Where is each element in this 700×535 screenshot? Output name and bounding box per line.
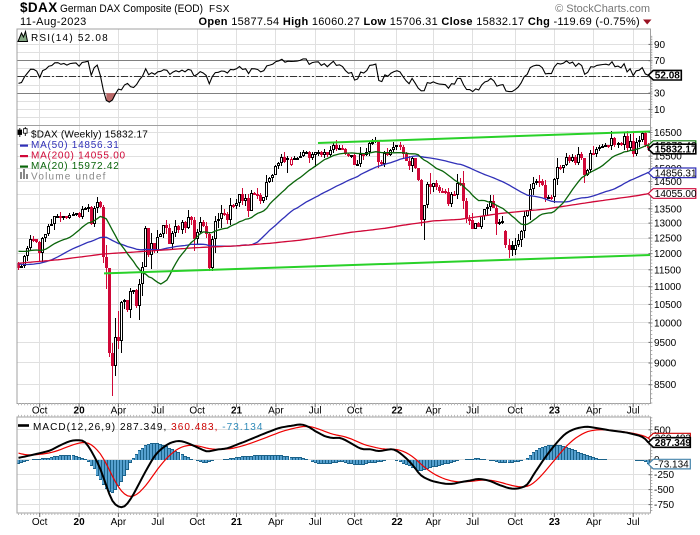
svg-text:22: 22 xyxy=(391,406,403,417)
svg-text:21: 21 xyxy=(231,406,243,417)
svg-text:11000: 11000 xyxy=(654,282,682,293)
svg-text:MA(50) 14856.31: MA(50) 14856.31 xyxy=(31,140,120,151)
svg-text:11500: 11500 xyxy=(654,265,682,276)
svg-text:Jul: Jul xyxy=(309,517,322,528)
svg-text:German DAX Composite (EOD): German DAX Composite (EOD) xyxy=(60,3,203,15)
svg-text:15832.17: 15832.17 xyxy=(655,145,697,156)
svg-text:MA(20) 15972.42: MA(20) 15972.42 xyxy=(31,161,120,172)
svg-text:20: 20 xyxy=(74,517,86,528)
svg-text:14856.31: 14856.31 xyxy=(655,168,697,179)
svg-text:MA(200) 14055.00: MA(200) 14055.00 xyxy=(31,150,126,161)
svg-text:-250: -250 xyxy=(654,470,674,481)
svg-text:21: 21 xyxy=(231,517,243,528)
svg-text:13500: 13500 xyxy=(654,204,682,215)
svg-text:23: 23 xyxy=(549,406,561,417)
svg-text:15500: 15500 xyxy=(654,152,682,163)
svg-text:Oct: Oct xyxy=(189,517,205,528)
svg-text:12000: 12000 xyxy=(654,249,682,260)
svg-text:10000: 10000 xyxy=(654,318,682,329)
svg-text:© StockCharts.com: © StockCharts.com xyxy=(555,3,650,15)
svg-text:20: 20 xyxy=(74,406,86,417)
svg-text:Jul: Jul xyxy=(151,406,164,417)
svg-text:Apr: Apr xyxy=(586,517,602,528)
svg-text:Apr: Apr xyxy=(426,406,442,417)
svg-text:287.349: 287.349 xyxy=(655,438,692,449)
svg-text:-500: -500 xyxy=(654,485,674,496)
svg-text:Oct: Oct xyxy=(507,406,523,417)
svg-text:90: 90 xyxy=(654,40,666,51)
svg-text:22: 22 xyxy=(391,517,403,528)
svg-text:Apr: Apr xyxy=(268,406,284,417)
svg-text:500: 500 xyxy=(654,425,671,436)
svg-text:Jul: Jul xyxy=(466,406,479,417)
svg-text:Apr: Apr xyxy=(268,517,284,528)
svg-text:23: 23 xyxy=(549,517,561,528)
svg-text:8500: 8500 xyxy=(654,380,677,391)
svg-text:Oct: Oct xyxy=(507,517,523,528)
svg-text:12500: 12500 xyxy=(654,234,682,245)
svg-text:30: 30 xyxy=(654,89,666,100)
svg-text:FSX: FSX xyxy=(209,4,230,15)
svg-text:10500: 10500 xyxy=(654,300,682,311)
svg-text:$DAX (Weekly) 15832.17: $DAX (Weekly) 15832.17 xyxy=(31,130,148,141)
svg-text:-73.134: -73.134 xyxy=(655,460,689,471)
svg-text:$DAX: $DAX xyxy=(20,0,58,15)
svg-text:Apr: Apr xyxy=(111,406,127,417)
svg-text:Jul: Jul xyxy=(151,517,164,528)
svg-text:Volume undef: Volume undef xyxy=(31,171,107,182)
svg-text:RSI(14) 52.08: RSI(14) 52.08 xyxy=(31,33,109,44)
svg-text:Apr: Apr xyxy=(111,517,127,528)
svg-text:Apr: Apr xyxy=(586,406,602,417)
svg-text:Jul: Jul xyxy=(627,517,640,528)
svg-text:13000: 13000 xyxy=(654,219,682,230)
svg-text:Open 15877.54 High 16060.27 Lo: Open 15877.54 High 16060.27 Low 15706.31… xyxy=(199,16,640,28)
svg-text:Oct: Oct xyxy=(32,517,48,528)
svg-text:11-Aug-2023: 11-Aug-2023 xyxy=(20,16,87,28)
svg-text:14055.00: 14055.00 xyxy=(655,189,697,200)
svg-text:14500: 14500 xyxy=(654,177,682,188)
svg-text:9000: 9000 xyxy=(654,359,677,370)
svg-text:Oct: Oct xyxy=(347,517,363,528)
svg-text:70: 70 xyxy=(654,56,666,67)
svg-text:Oct: Oct xyxy=(189,406,205,417)
svg-text:Jul: Jul xyxy=(466,517,479,528)
svg-text:16500: 16500 xyxy=(654,128,682,139)
svg-text:52.08: 52.08 xyxy=(655,71,680,82)
svg-text:10: 10 xyxy=(654,105,666,116)
svg-text:Apr: Apr xyxy=(426,517,442,528)
svg-text:Oct: Oct xyxy=(347,406,363,417)
svg-text:Oct: Oct xyxy=(32,406,48,417)
svg-text:MACD(12,26,9) 287.349, 360.483: MACD(12,26,9) 287.349, 360.483, -73.134 xyxy=(33,422,264,433)
svg-text:Jul: Jul xyxy=(309,406,322,417)
svg-text:9500: 9500 xyxy=(654,338,677,349)
svg-text:Jul: Jul xyxy=(627,406,640,417)
svg-text:-750: -750 xyxy=(654,500,674,511)
